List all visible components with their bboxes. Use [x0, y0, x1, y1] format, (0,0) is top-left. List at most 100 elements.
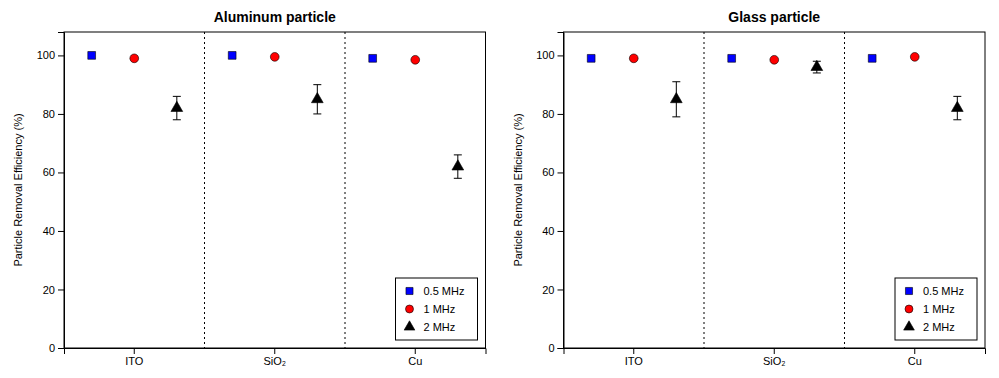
y-axis-title: Particle Removal Efficiency (%) [512, 113, 524, 266]
point [728, 54, 736, 62]
title: Glass particle [728, 9, 820, 25]
y-tick-mark [58, 55, 64, 56]
dividers [704, 32, 845, 348]
point [770, 55, 779, 64]
y-tick: 40 [542, 225, 563, 237]
legend-label: 1 MHz [923, 303, 955, 315]
y-axis-title: Particle Removal Efficiency (%) [12, 113, 24, 266]
y-tick-label: 20 [43, 284, 55, 296]
legend-symbol [905, 287, 912, 294]
y-tick: 60 [542, 166, 563, 178]
series [670, 60, 963, 119]
y-tick-mark [58, 114, 64, 115]
y-axis-line [58, 33, 65, 349]
title: Aluminum particle [214, 9, 336, 25]
y-tick-label: 60 [43, 166, 55, 178]
y-tick-label: 0 [49, 342, 55, 354]
y-tick-label: 80 [43, 108, 55, 120]
point [629, 54, 638, 63]
panel: 020406080100ITOSiO₂CuGlass particleParti… [512, 9, 986, 367]
divider [844, 32, 845, 348]
plot-frame [64, 32, 486, 348]
legend-label: 2 MHz [923, 321, 955, 333]
y-tick-mark [558, 231, 564, 232]
y-tick: 80 [542, 108, 563, 120]
x-axis-line [65, 349, 487, 355]
series [171, 85, 464, 179]
y-tick-label: 60 [542, 166, 554, 178]
legend-label: 2 MHz [424, 321, 456, 333]
marks [88, 52, 464, 179]
y-tick: 0 [548, 342, 563, 354]
legend-item: 0.5 MHz [905, 285, 964, 297]
y-tick-mark [58, 289, 64, 290]
error-cap [454, 178, 462, 179]
x-tick-mark [774, 348, 775, 354]
figure: 020406080100ITOSiO₂CuAluminum particlePa… [0, 0, 999, 378]
legend-item: 0.5 MHz [406, 285, 465, 297]
legend-item: 2 MHz [404, 321, 455, 333]
legend-label: 1 MHz [424, 303, 456, 315]
series [587, 54, 876, 62]
y-tick-label: 0 [548, 342, 554, 354]
y-tick: 0 [49, 342, 64, 354]
legend-symbol [406, 305, 414, 313]
legend-symbol [904, 321, 915, 330]
x-tick-mark [633, 348, 634, 354]
point [88, 52, 96, 60]
legend-label: 0.5 MHz [923, 285, 964, 297]
x-tick-mark [415, 348, 416, 354]
point [228, 52, 236, 60]
point [670, 93, 682, 103]
point [369, 54, 377, 62]
y-tick-mark [58, 172, 64, 173]
y-tick: 40 [43, 225, 64, 237]
point [910, 53, 919, 62]
point [130, 54, 139, 63]
legend-symbol [404, 321, 415, 330]
marks [587, 53, 963, 120]
y-tick: 100 [37, 49, 64, 61]
divider [204, 32, 205, 348]
x-tick: SiO₂ [263, 348, 286, 367]
y-tick-label: 20 [542, 284, 554, 296]
legend-frame [895, 278, 977, 340]
x-tick: ITO [125, 348, 144, 367]
legend: 0.5 MHz 1 MHz 2 MHz [895, 278, 977, 340]
y-tick-mark [58, 348, 64, 349]
x-tick-label: SiO₂ [763, 355, 786, 367]
x-tick-label: SiO₂ [263, 355, 286, 367]
divider [704, 32, 705, 348]
y-tick-mark [558, 114, 564, 115]
legend: 0.5 MHz 1 MHz 2 MHz [396, 278, 478, 340]
x-tick-mark [914, 348, 915, 354]
error-cap [672, 116, 680, 117]
y-tick: 60 [43, 166, 64, 178]
plot-frame [564, 32, 986, 348]
point [951, 101, 963, 111]
series [88, 52, 377, 63]
divider [345, 32, 346, 348]
point [411, 55, 420, 64]
x-axis: ITOSiO₂Cu [564, 348, 986, 367]
error-cap [313, 84, 321, 85]
legend-frame [396, 278, 478, 340]
y-tick: 80 [43, 108, 64, 120]
y-tick-mark [558, 289, 564, 290]
x-tick-label: ITO [125, 355, 144, 367]
legend-symbol [905, 305, 913, 313]
point [270, 53, 279, 62]
error-cap [173, 96, 181, 97]
point [811, 60, 823, 70]
y-axis: 020406080100 [536, 33, 564, 355]
legend-symbol [406, 287, 413, 294]
legend-item: 1 MHz [406, 303, 456, 315]
x-tick-label: ITO [625, 355, 644, 367]
legend-label: 0.5 MHz [424, 285, 465, 297]
error-cap [953, 96, 961, 97]
point [452, 160, 464, 170]
y-tick-label: 40 [542, 225, 554, 237]
series [130, 53, 420, 65]
panel: 020406080100ITOSiO₂CuAluminum particlePa… [12, 9, 486, 367]
x-tick-mark [274, 348, 275, 354]
